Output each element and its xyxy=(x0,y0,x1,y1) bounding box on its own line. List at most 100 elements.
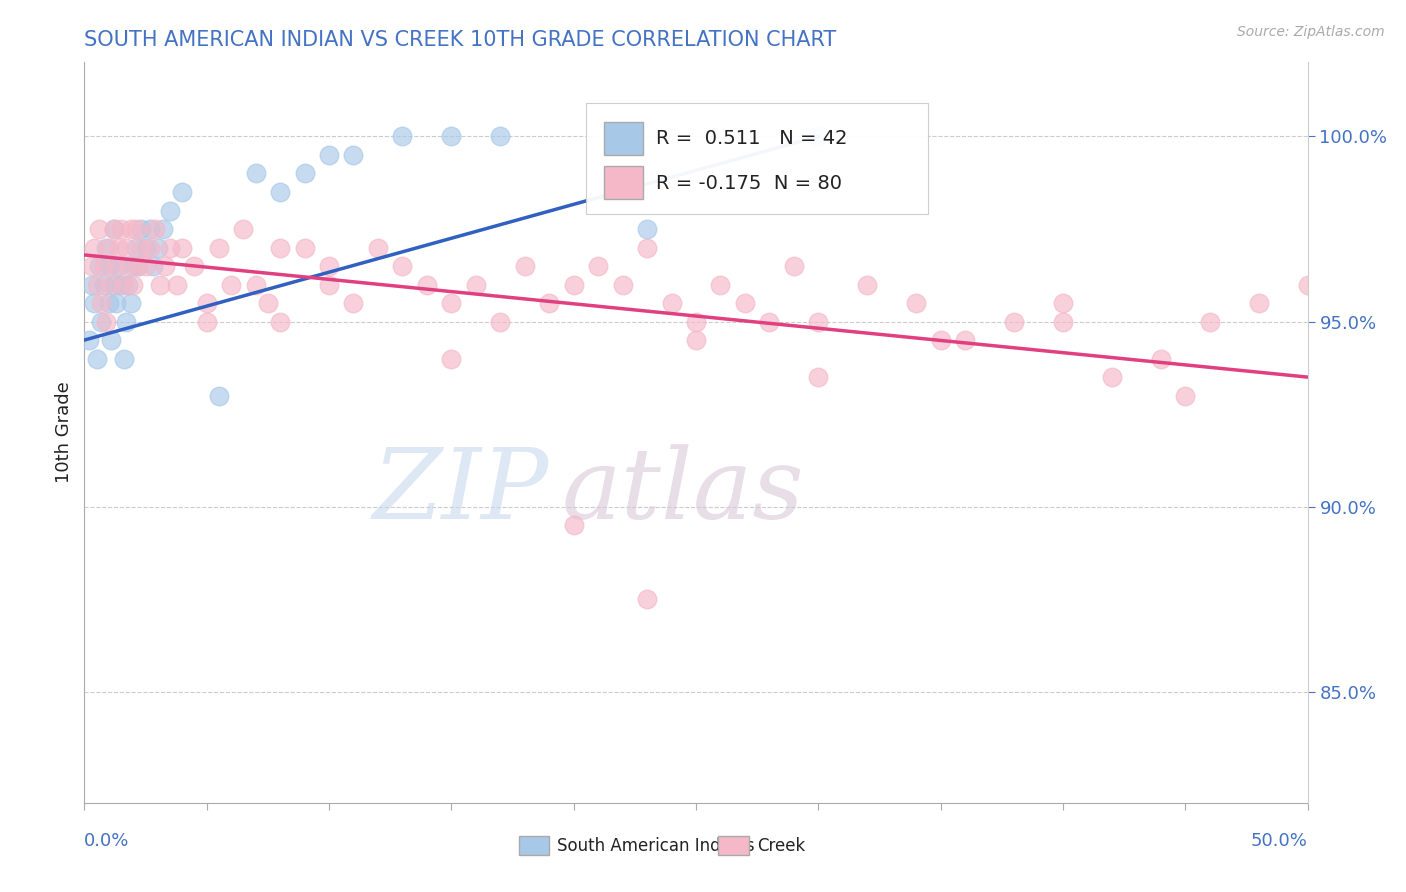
Point xyxy=(586,259,609,273)
Point xyxy=(807,129,830,144)
Point xyxy=(80,259,103,273)
Point xyxy=(112,351,135,366)
Point xyxy=(110,277,132,292)
Point xyxy=(139,222,162,236)
Point xyxy=(1002,315,1025,329)
Point xyxy=(440,296,463,310)
Point xyxy=(166,277,188,292)
Point xyxy=(1296,277,1319,292)
Point xyxy=(208,241,231,255)
Point xyxy=(1052,315,1074,329)
Point xyxy=(86,277,108,292)
Point xyxy=(122,277,145,292)
Point xyxy=(172,185,194,199)
Point xyxy=(105,259,128,273)
Point xyxy=(1052,296,1074,310)
Point xyxy=(93,277,115,292)
Text: South American Indians: South American Indians xyxy=(557,837,754,855)
Text: Source: ZipAtlas.com: Source: ZipAtlas.com xyxy=(1237,25,1385,39)
Point xyxy=(269,241,291,255)
Point xyxy=(183,259,205,273)
Point xyxy=(294,241,316,255)
Point xyxy=(1101,370,1123,384)
Point xyxy=(1150,351,1173,366)
Text: 50.0%: 50.0% xyxy=(1251,832,1308,850)
Bar xyxy=(519,836,550,855)
Point xyxy=(391,129,413,144)
Point xyxy=(127,259,149,273)
Point xyxy=(294,167,316,181)
Point xyxy=(97,296,120,310)
Point xyxy=(146,241,169,255)
Point xyxy=(129,222,152,236)
Point xyxy=(245,277,267,292)
Point xyxy=(86,351,108,366)
Point xyxy=(153,259,176,273)
Point xyxy=(232,222,254,236)
Point xyxy=(125,241,148,255)
Text: R = -0.175  N = 80: R = -0.175 N = 80 xyxy=(655,174,842,193)
Point xyxy=(87,259,110,273)
Point xyxy=(107,259,129,273)
Point xyxy=(758,315,780,329)
Point xyxy=(100,277,122,292)
Bar xyxy=(605,166,644,200)
Point xyxy=(125,222,148,236)
Point xyxy=(685,333,707,347)
Point xyxy=(464,277,486,292)
Point xyxy=(149,277,172,292)
Point xyxy=(83,241,105,255)
Point xyxy=(318,259,340,273)
Point xyxy=(195,315,218,329)
Text: ZIP: ZIP xyxy=(373,444,550,540)
Text: 0.0%: 0.0% xyxy=(84,832,129,850)
Point xyxy=(159,203,181,218)
Point xyxy=(929,333,952,347)
Point xyxy=(953,333,976,347)
Point xyxy=(77,333,100,347)
Point xyxy=(135,241,157,255)
Y-axis label: 10th Grade: 10th Grade xyxy=(55,382,73,483)
Point xyxy=(1198,315,1220,329)
Point xyxy=(807,370,830,384)
Bar xyxy=(718,836,748,855)
Point xyxy=(367,241,389,255)
Point xyxy=(159,241,181,255)
Point xyxy=(489,129,512,144)
Point xyxy=(90,296,112,310)
Point xyxy=(135,259,157,273)
Point xyxy=(127,259,149,273)
Point xyxy=(96,315,118,329)
Point xyxy=(513,259,536,273)
Point xyxy=(661,296,683,310)
Point xyxy=(129,241,152,255)
Point xyxy=(172,241,194,255)
Point xyxy=(636,222,658,236)
Point xyxy=(122,259,145,273)
Point xyxy=(391,259,413,273)
Point xyxy=(1174,389,1197,403)
Point xyxy=(440,351,463,366)
Point xyxy=(489,315,512,329)
Point xyxy=(636,592,658,607)
Point xyxy=(90,315,112,329)
Point xyxy=(219,277,242,292)
Point xyxy=(318,148,340,162)
Text: SOUTH AMERICAN INDIAN VS CREEK 10TH GRADE CORRELATION CHART: SOUTH AMERICAN INDIAN VS CREEK 10TH GRAD… xyxy=(84,29,837,50)
Point xyxy=(612,277,634,292)
Point xyxy=(734,296,756,310)
Point xyxy=(636,241,658,255)
Point xyxy=(100,333,122,347)
Point xyxy=(110,222,132,236)
Point xyxy=(208,389,231,403)
Point xyxy=(245,167,267,181)
Point xyxy=(115,315,138,329)
Point xyxy=(80,277,103,292)
Point xyxy=(107,241,129,255)
Point xyxy=(97,241,120,255)
Point xyxy=(416,277,439,292)
Point xyxy=(783,259,806,273)
Point xyxy=(257,296,280,310)
Point xyxy=(120,222,142,236)
Point xyxy=(142,259,165,273)
